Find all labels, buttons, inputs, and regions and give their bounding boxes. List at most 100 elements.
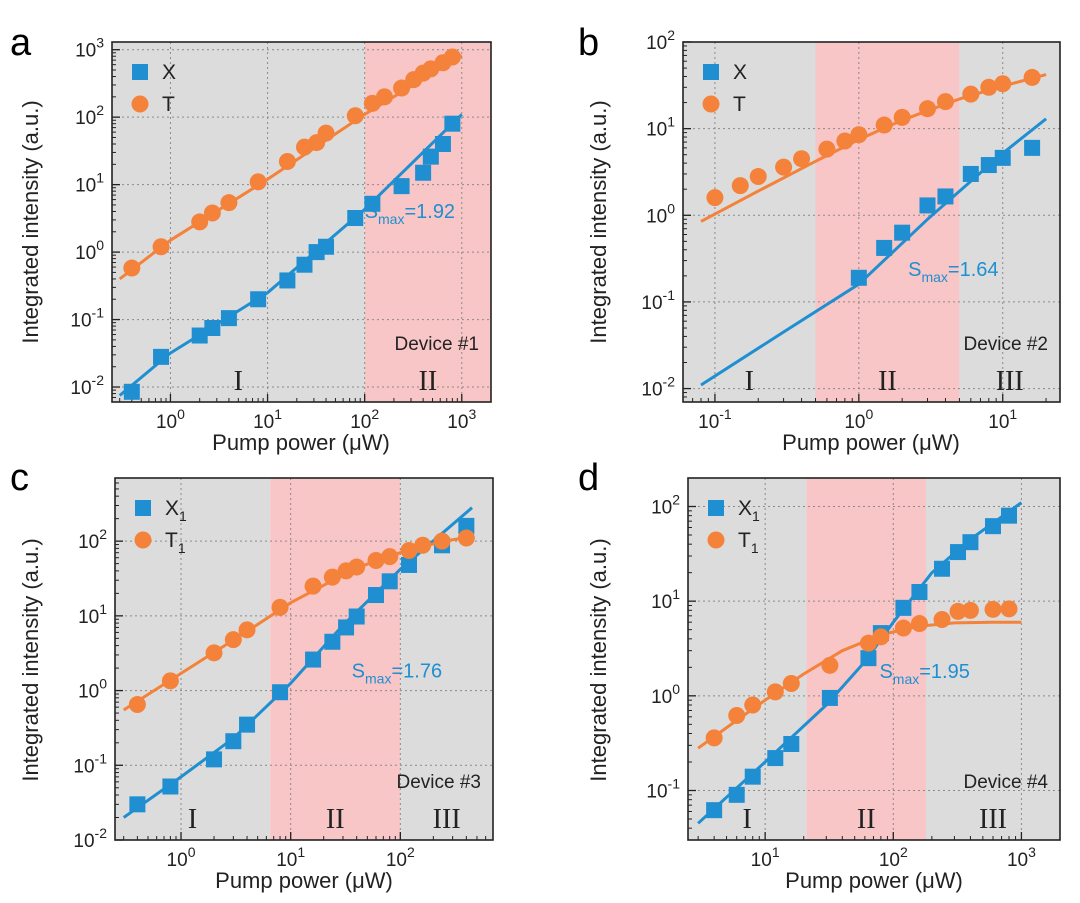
data-point: [821, 689, 838, 706]
data-point: [367, 552, 385, 570]
series-t: [123, 48, 461, 277]
legend-marker-circle: [131, 95, 149, 113]
slope-label: Smax=1.64: [908, 259, 998, 285]
data-point: [153, 348, 170, 365]
data-point: [731, 177, 749, 195]
region-label: II: [857, 804, 876, 835]
data-point: [766, 683, 784, 701]
data-point: [364, 195, 381, 212]
data-point: [783, 735, 800, 752]
data-point: [203, 204, 221, 222]
data-point: [1023, 68, 1041, 86]
region-label: III: [979, 804, 1007, 835]
data-point: [206, 751, 223, 768]
device-label: Device #2: [964, 334, 1049, 355]
y-axis-title: Integrated intensity (a.u.): [586, 100, 611, 343]
data-point: [705, 729, 723, 747]
y-tick-label: 102: [646, 27, 675, 54]
x-axis-title: Pump power (μW): [785, 868, 963, 893]
data-point: [910, 615, 928, 633]
series-x: [706, 507, 1018, 819]
region-III-band: [959, 42, 1060, 402]
x-tick-label: 103: [1007, 844, 1036, 871]
x-tick-label: 103: [447, 406, 476, 433]
y-tick-label: 102: [78, 526, 107, 553]
y-tick-label: 10-2: [70, 372, 104, 399]
y-tick-label: 100: [646, 200, 675, 227]
data-point: [368, 587, 385, 604]
data-point: [894, 224, 911, 241]
legend-entry: X: [162, 61, 176, 84]
legend-marker-square: [132, 64, 148, 80]
x-tick-label: 101: [751, 844, 780, 871]
data-point: [249, 173, 267, 191]
data-point: [984, 518, 1001, 535]
region-label: II: [878, 366, 897, 397]
series-t: [128, 529, 475, 714]
data-point: [793, 150, 811, 168]
y-tick-label: 100: [651, 681, 680, 708]
data-point: [744, 696, 762, 714]
device-label: Device #3: [397, 772, 482, 793]
data-point: [381, 573, 398, 590]
y-tick-label: 103: [75, 35, 104, 62]
data-point: [949, 602, 967, 620]
data-point: [123, 259, 141, 277]
data-point: [936, 93, 954, 111]
x-axis-title: Pump power (μW): [212, 430, 390, 455]
data-point: [346, 107, 364, 125]
legend-marker-circle: [707, 531, 725, 549]
data-point: [422, 148, 439, 165]
data-point: [782, 674, 800, 692]
data-point: [821, 656, 839, 674]
y-tick-label: 102: [75, 102, 104, 129]
series-x: [850, 139, 1041, 286]
data-point: [205, 644, 223, 662]
fit-line-x: [122, 506, 473, 819]
panel-letter: b: [578, 22, 599, 64]
region-label: I: [188, 804, 197, 835]
data-point: [911, 583, 928, 600]
data-point: [162, 778, 179, 795]
legend-marker-square: [708, 500, 724, 516]
data-point: [381, 548, 399, 566]
legend-marker-circle: [702, 95, 720, 113]
data-point: [220, 310, 237, 327]
panel-letter: c: [10, 457, 29, 499]
y-tick-label: 101: [78, 601, 107, 628]
data-point: [278, 153, 296, 171]
data-point: [152, 238, 170, 256]
panel-letter: d: [578, 457, 599, 499]
data-point: [224, 631, 242, 649]
device-label: Device #1: [395, 334, 480, 355]
region-II-band: [815, 42, 960, 402]
data-point: [129, 796, 146, 813]
data-point: [918, 100, 936, 118]
data-point: [706, 802, 723, 819]
x-tick-label: 102: [879, 844, 908, 871]
x-tick-label: 101: [253, 406, 282, 433]
data-point: [348, 558, 366, 576]
data-point: [123, 383, 140, 400]
data-point: [1001, 507, 1018, 524]
data-point: [128, 696, 146, 714]
data-point: [444, 115, 461, 132]
y-tick-label: 101: [646, 114, 675, 141]
data-point: [393, 79, 411, 97]
panel-letter: a: [10, 22, 32, 64]
fit-line-x: [118, 113, 463, 397]
legend-entry: T: [733, 93, 746, 116]
data-point: [296, 256, 313, 273]
data-point: [706, 189, 724, 207]
data-point: [937, 188, 954, 205]
data-point: [279, 272, 296, 289]
data-point: [893, 108, 911, 126]
x-tick-label: 100: [844, 406, 873, 433]
data-point: [818, 140, 836, 158]
data-point: [401, 556, 418, 573]
data-point: [1024, 139, 1041, 156]
data-point: [348, 608, 365, 625]
